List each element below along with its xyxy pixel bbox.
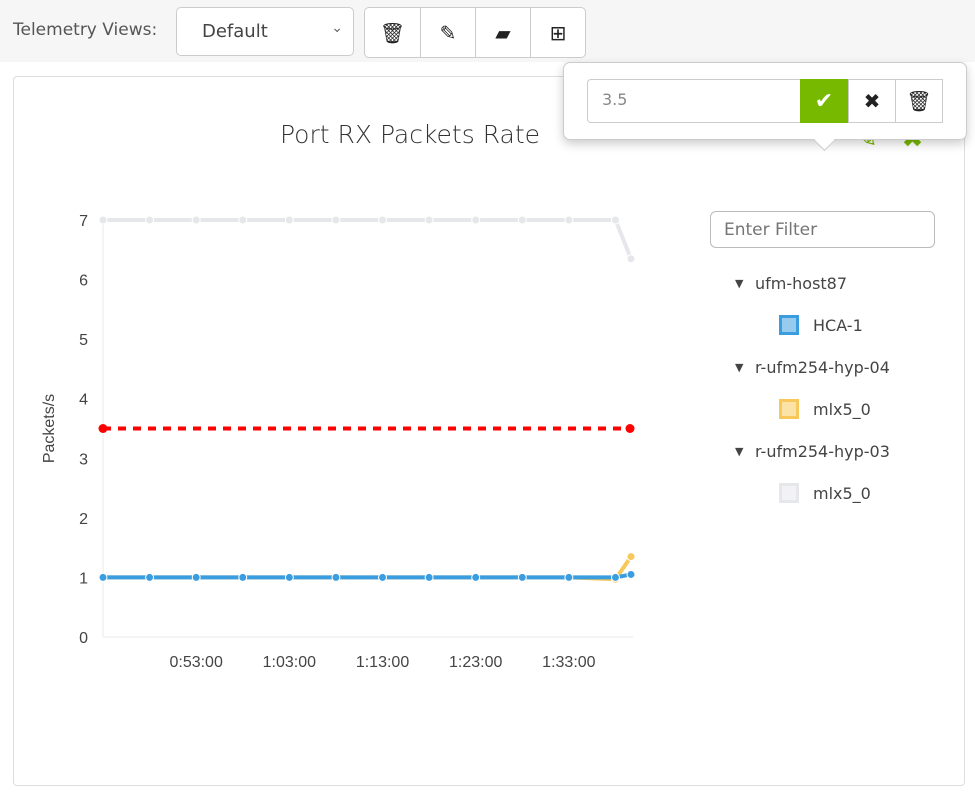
data-point: [610, 215, 620, 225]
legend-label: mlx5_0: [813, 483, 871, 503]
check-icon: ✔: [814, 88, 834, 114]
views-select[interactable]: Default ⌄: [176, 7, 354, 56]
threshold-input[interactable]: 3.5: [587, 79, 800, 123]
data-point: [98, 572, 108, 582]
y-axis-label: Packets/s: [41, 394, 58, 463]
telemetry-views-label: Telemetry Views:: [13, 20, 158, 40]
x-tick-label: 0:53:00: [169, 654, 222, 671]
selected-view: Default: [202, 21, 268, 42]
host-label: r-ufm254-hyp-04: [755, 357, 890, 377]
legend-host[interactable]: ▼ r-ufm254-hyp-03: [735, 430, 890, 472]
x-tick-label: 1:33:00: [542, 654, 595, 671]
chart-panel: [13, 76, 965, 786]
data-point: [191, 572, 201, 582]
folder-plus-icon: ▰: [495, 20, 511, 45]
data-point: [331, 572, 341, 582]
legend-host[interactable]: ▼ ufm-host87: [735, 262, 890, 304]
data-point: [517, 215, 527, 225]
threshold-handle: [625, 424, 635, 433]
legend-label: mlx5_0: [813, 399, 871, 419]
host-label: r-ufm254-hyp-03: [755, 441, 890, 461]
threshold-handle: [98, 424, 108, 433]
x-tick-label: 1:13:00: [356, 654, 409, 671]
data-point: [145, 572, 155, 582]
data-point: [238, 215, 248, 225]
data-point: [424, 215, 434, 225]
data-point: [238, 572, 248, 582]
close-icon: ✖: [863, 89, 881, 113]
toolbar: Telemetry Views: Default ⌄ 🗑 ✎ ▰ ⊞: [0, 0, 975, 62]
data-point: [284, 572, 294, 582]
data-point: [378, 215, 388, 225]
legend-host[interactable]: ▼ r-ufm254-hyp-04: [735, 346, 890, 388]
edit-view-button[interactable]: ✎: [420, 8, 475, 57]
chevron-down-icon: ⌄: [331, 20, 343, 36]
data-point: [626, 254, 636, 264]
y-tick-label: 6: [79, 273, 88, 290]
trash-icon: 🗑: [906, 89, 932, 113]
data-point: [331, 215, 341, 225]
data-point: [626, 569, 636, 579]
data-point: [378, 572, 388, 582]
filter-input[interactable]: [710, 211, 935, 248]
legend-item[interactable]: mlx5_0: [735, 472, 890, 514]
chevron-down-icon: ▼: [735, 444, 744, 458]
add-folder-button[interactable]: ▰: [475, 8, 530, 57]
legend-label: HCA-1: [813, 315, 863, 335]
legend-swatch: [779, 483, 799, 503]
y-tick-label: 7: [79, 213, 88, 230]
series-line: [103, 572, 632, 580]
data-point: [626, 552, 636, 562]
legend-item[interactable]: mlx5_0: [735, 388, 890, 430]
chart-title: Port RX Packets Rate: [280, 120, 541, 149]
data-point: [284, 215, 294, 225]
y-tick-label: 3: [79, 451, 88, 468]
cancel-button[interactable]: ✖: [848, 79, 896, 123]
confirm-button[interactable]: ✔: [800, 79, 848, 123]
series-line: [103, 218, 633, 260]
legend-tree: ▼ ufm-host87 HCA-1 ▼ r-ufm254-hyp-04 mlx5_0 ▼ r…: [735, 262, 890, 514]
data-point: [424, 572, 434, 582]
data-point: [471, 215, 481, 225]
host-label: ufm-host87: [755, 273, 848, 293]
data-point: [191, 215, 201, 225]
data-point: [98, 215, 108, 225]
edit-icon: ✎: [439, 20, 457, 45]
data-point: [564, 215, 574, 225]
line-chart: 0 1 2 3 4 5 6 7 0:53:00 1:03:00 1:13:00 1:23:00 1:33…: [41, 213, 636, 671]
legend-swatch: [779, 315, 799, 335]
y-tick-label: 1: [79, 570, 88, 587]
y-tick-label: 0: [79, 630, 88, 647]
chevron-down-icon: ▼: [735, 360, 744, 374]
add-view-button[interactable]: ⊞: [530, 8, 585, 57]
x-tick-label: 1:23:00: [449, 654, 502, 671]
legend-item[interactable]: HCA-1: [735, 304, 890, 346]
view-actions: 🗑 ✎ ▰ ⊞: [364, 7, 586, 58]
plus-square-icon: ⊞: [549, 20, 567, 45]
threshold-popover: 3.5 ✔ ✖ 🗑: [563, 62, 967, 152]
y-tick-label: 4: [79, 392, 88, 409]
y-tick-label: 5: [79, 332, 88, 349]
x-tick-label: 1:03:00: [263, 654, 316, 671]
data-point: [145, 215, 155, 225]
data-point: [564, 572, 574, 582]
chevron-down-icon: ▼: [735, 276, 744, 290]
y-tick-label: 2: [79, 511, 88, 528]
delete-threshold-button[interactable]: 🗑: [895, 79, 943, 123]
trash-icon: 🗑: [379, 20, 406, 45]
delete-view-button[interactable]: 🗑: [365, 8, 420, 57]
data-point: [517, 572, 527, 582]
legend-swatch: [779, 399, 799, 419]
data-point: [610, 572, 620, 582]
data-point: [471, 572, 481, 582]
